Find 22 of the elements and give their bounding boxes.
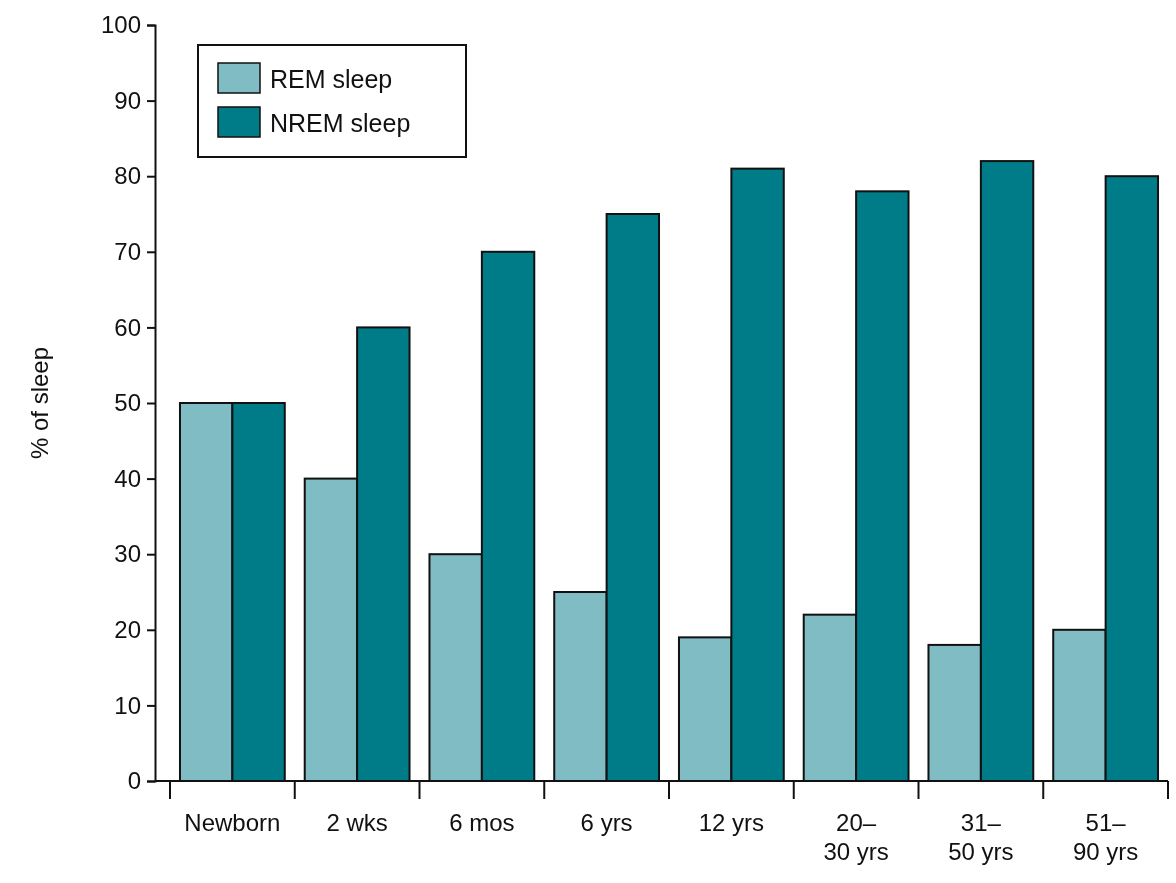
y-axis-title: % of sleep [26, 346, 53, 460]
x-tick-label: 6 mos [449, 809, 515, 836]
y-tick-label: 80 [114, 162, 141, 190]
x-tick-label: Newborn [184, 809, 281, 836]
y-tick-label: 60 [114, 313, 141, 341]
y-tick-label: 10 [114, 691, 141, 719]
y-tick-label: 30 [114, 540, 141, 568]
x-tick-label: 51– 90 yrs [1072, 809, 1139, 865]
y-tick-label: 40 [114, 464, 141, 492]
x-tick-label: 2 wks [326, 809, 388, 836]
x-tick-label: 12 yrs [698, 809, 765, 836]
x-tick-label: 31– 50 yrs [948, 809, 1014, 865]
legend-label: REM sleep [270, 65, 393, 93]
y-tick-label: 0 [127, 767, 141, 795]
y-tick-label: 20 [114, 615, 141, 643]
x-tick-label: 20– 30 yrs [823, 809, 889, 865]
y-tick-label: 70 [114, 237, 141, 265]
x-tick-label: 6 yrs [580, 809, 633, 836]
y-tick-label: 50 [114, 389, 141, 417]
y-tick-label: 90 [114, 86, 141, 114]
y-tick-label: 100 [100, 11, 141, 39]
legend-label: NREM sleep [270, 109, 411, 137]
